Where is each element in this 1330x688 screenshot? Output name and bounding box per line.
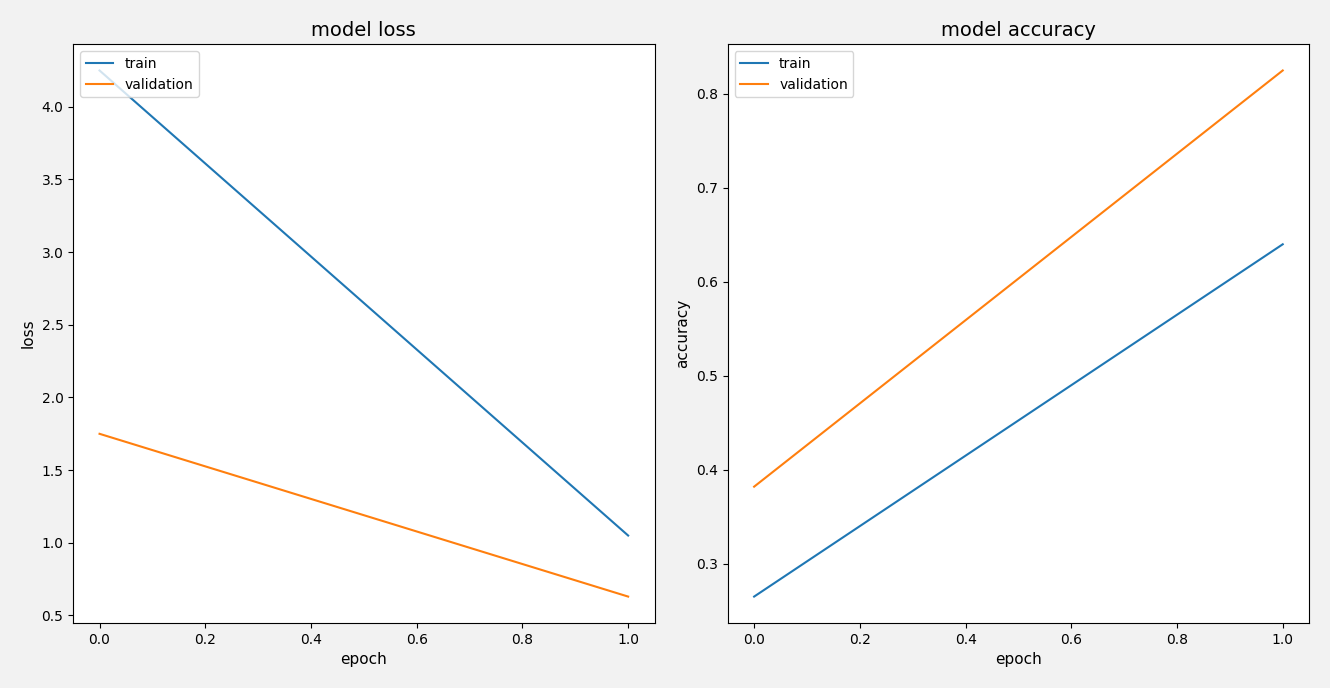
Legend: train, validation: train, validation — [80, 51, 198, 97]
Title: model loss: model loss — [311, 21, 416, 40]
X-axis label: epoch: epoch — [340, 652, 387, 667]
Y-axis label: accuracy: accuracy — [676, 299, 690, 368]
Legend: train, validation: train, validation — [734, 51, 854, 97]
X-axis label: epoch: epoch — [995, 652, 1041, 667]
Y-axis label: loss: loss — [21, 319, 36, 348]
Title: model accuracy: model accuracy — [942, 21, 1096, 40]
